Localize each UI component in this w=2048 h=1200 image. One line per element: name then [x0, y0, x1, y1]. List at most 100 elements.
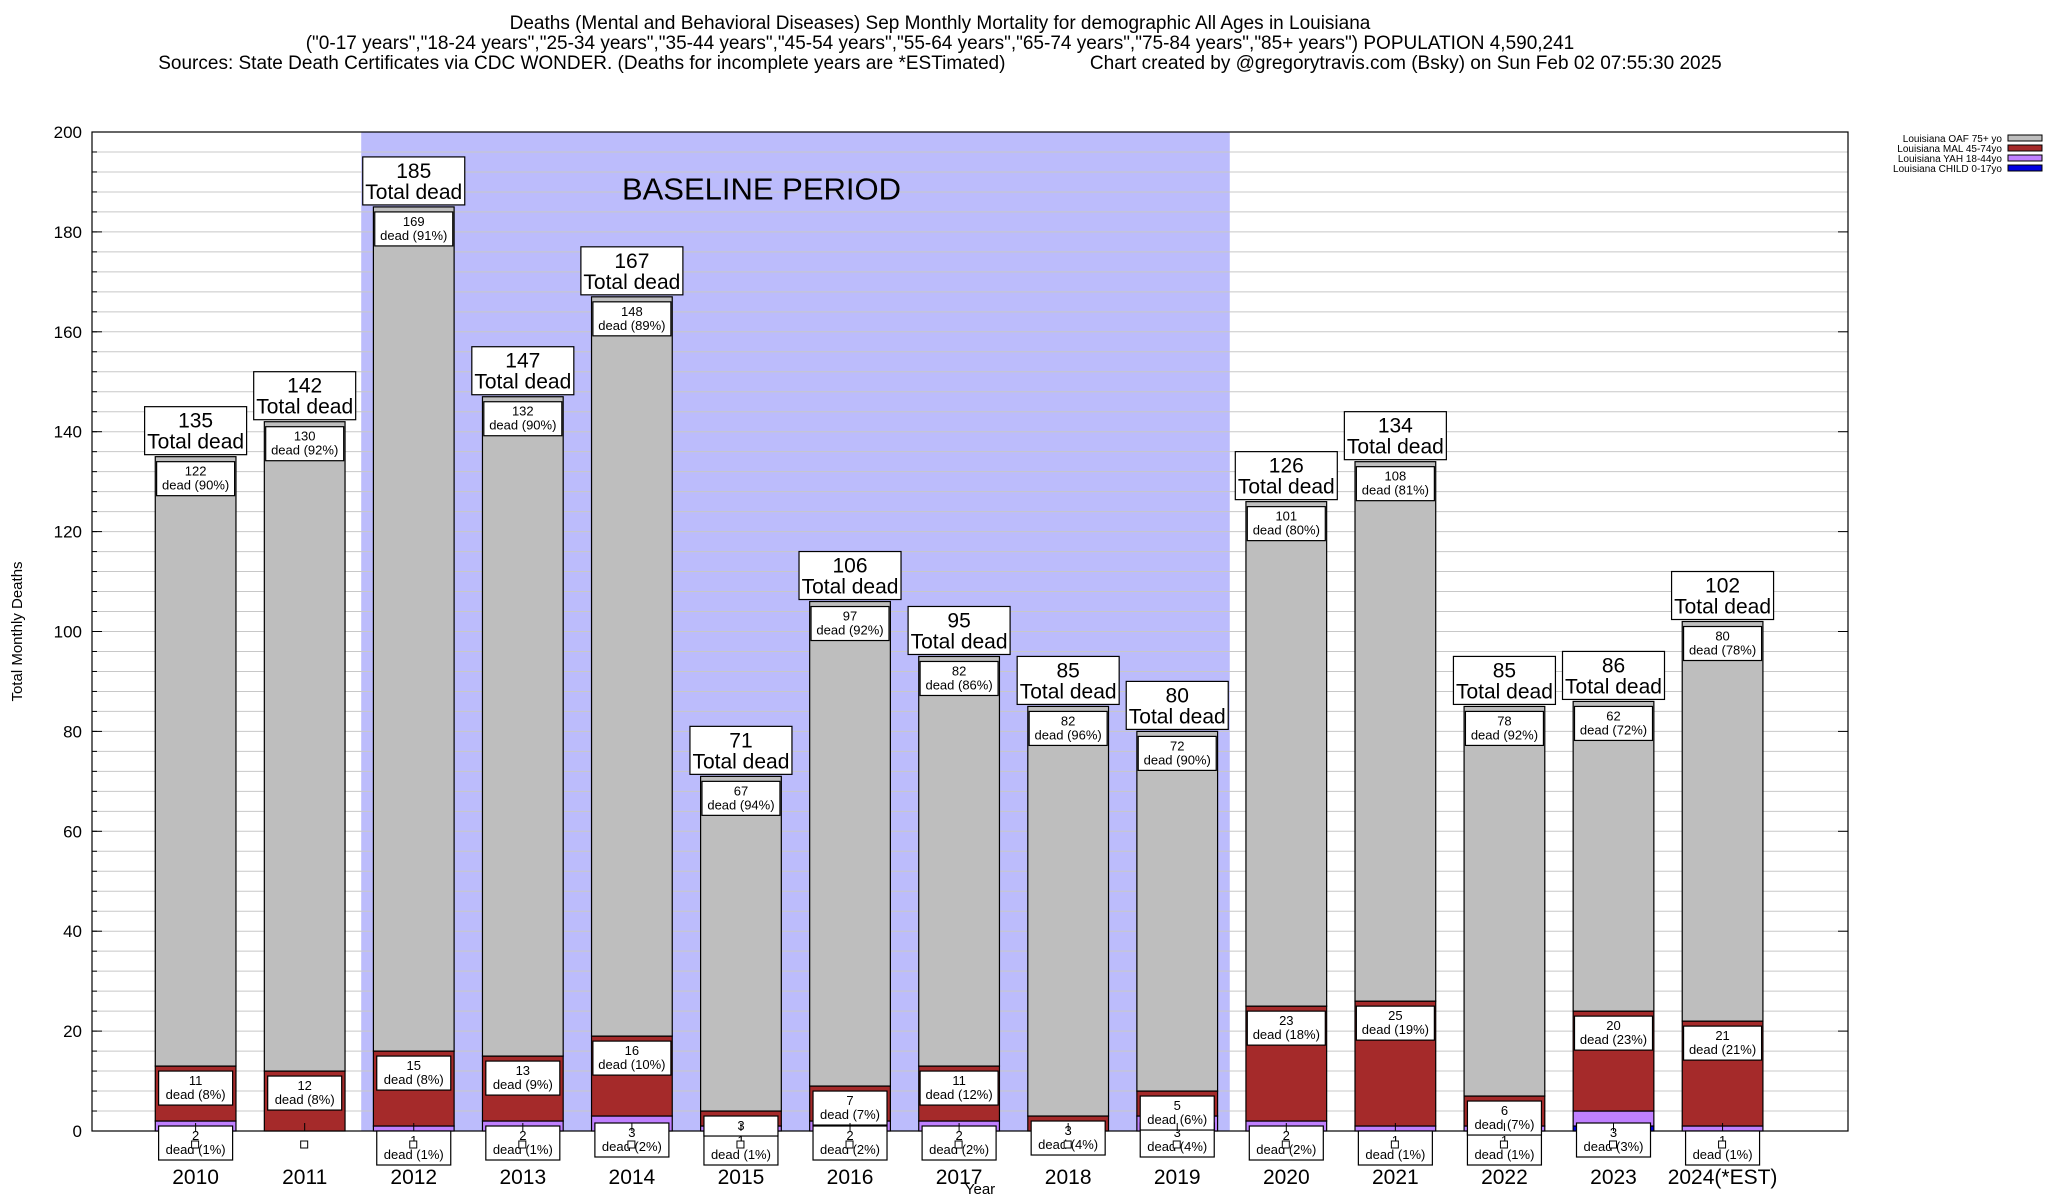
total-label-box: [1016, 655, 1120, 706]
segment-label-text: 20: [1606, 1018, 1620, 1033]
x-tick-label: 2024(*EST): [1668, 1166, 1778, 1189]
segment-label-box: [1573, 705, 1654, 742]
bar-segment-oaf: [1027, 705, 1110, 1117]
y-tick-label: 140: [54, 423, 82, 442]
zero-marker: [191, 1140, 200, 1149]
zero-marker: [627, 1140, 636, 1149]
segment-label-text: dead (96%): [1035, 727, 1102, 742]
bar-segment-oaf: [1572, 700, 1655, 1012]
zero-marker: [1499, 1140, 1508, 1149]
segment-label-box: [267, 1075, 343, 1111]
segment-label-text: 12: [297, 1078, 311, 1093]
segment-label-text: 82: [1061, 713, 1075, 728]
segment-label-box: [1355, 1005, 1435, 1041]
x-tick-label: 2014: [609, 1166, 656, 1189]
segment-label-text: dead (72%): [1580, 722, 1647, 737]
segment-label-box: [701, 780, 781, 816]
x-axis-label: Year: [965, 1181, 995, 1198]
segment-label-box: [1246, 1010, 1326, 1046]
segment-label-text: dead (7%): [820, 1107, 880, 1122]
segment-label-text: dead (81%): [1362, 483, 1429, 498]
segment-label-text: dead (80%): [1253, 523, 1320, 538]
total-label-box: [144, 406, 248, 456]
segment-label-text: dead (2%): [929, 1142, 989, 1157]
legend-label: Louisiana YAH 18-44yo: [1898, 154, 2003, 165]
total-label-text: Total dead: [1129, 705, 1226, 728]
x-tick-label: 2010: [172, 1166, 219, 1189]
x-tick-label: 2013: [499, 1166, 546, 1189]
y-tick-label: 20: [63, 1022, 82, 1041]
segment-label-text: 11: [189, 1073, 203, 1088]
total-label-box: [1125, 680, 1229, 731]
bar-segment-oaf: [1136, 730, 1219, 1092]
segment-label-box: [1355, 466, 1435, 502]
chart-title: Deaths (Mental and Behavioral Diseases) …: [509, 13, 1371, 34]
zero-marker: [1172, 1140, 1181, 1149]
legend-swatch: [2007, 134, 2043, 142]
segment-label-box: [1573, 1015, 1654, 1051]
segment-label-text: dead (90%): [162, 478, 229, 493]
segment-label-box: [592, 301, 672, 337]
total-label-text: 102: [1705, 575, 1740, 598]
zero-marker: [1718, 1140, 1727, 1149]
segment-label-text: dead (1%): [384, 1147, 444, 1162]
segment-label-text: dead (1%): [711, 1147, 771, 1162]
total-label-text: Total dead: [1020, 680, 1117, 703]
total-label-text: Total dead: [1347, 436, 1444, 459]
total-label-text: 135: [178, 410, 213, 433]
total-label-text: 95: [947, 609, 970, 632]
segment-label-box: [483, 401, 563, 437]
y-tick-label: 200: [54, 123, 82, 142]
x-tick-label: 2019: [1154, 1166, 1201, 1189]
segment-label-text: 169: [403, 214, 425, 229]
legend-swatch: [2007, 154, 2043, 162]
total-label-box: [253, 371, 357, 421]
total-label-text: 71: [729, 729, 752, 752]
total-label-text: Total dead: [147, 431, 244, 454]
segment-label-text: 21: [1715, 1028, 1729, 1043]
x-tick-label: 2012: [390, 1166, 437, 1189]
segment-label-text: 2: [519, 1128, 526, 1143]
segment-label-text: dead (19%): [1362, 1022, 1429, 1037]
bar-segment-oaf: [481, 396, 564, 1057]
total-label-box: [362, 156, 466, 206]
segment-label-text: dead (89%): [598, 318, 665, 333]
segment-label-text: dead (2%): [820, 1142, 880, 1157]
total-label-text: Total dead: [1565, 675, 1662, 698]
legend-swatch: [2007, 164, 2043, 172]
segment-label-box: [1682, 625, 1763, 662]
x-tick-label: 2018: [1045, 1166, 1092, 1189]
total-label-text: Total dead: [1238, 476, 1335, 499]
segment-label-text: dead (10%): [598, 1057, 665, 1072]
total-label-box: [1670, 570, 1775, 621]
y-tick-label: 60: [63, 822, 82, 841]
total-label-box: [798, 550, 902, 601]
segment-label-text: dead (1%): [493, 1142, 553, 1157]
segment-label-text: dead (78%): [1689, 643, 1756, 658]
segment-label-text: dead (92%): [1471, 727, 1538, 742]
bar-segment-oaf: [1463, 705, 1546, 1097]
